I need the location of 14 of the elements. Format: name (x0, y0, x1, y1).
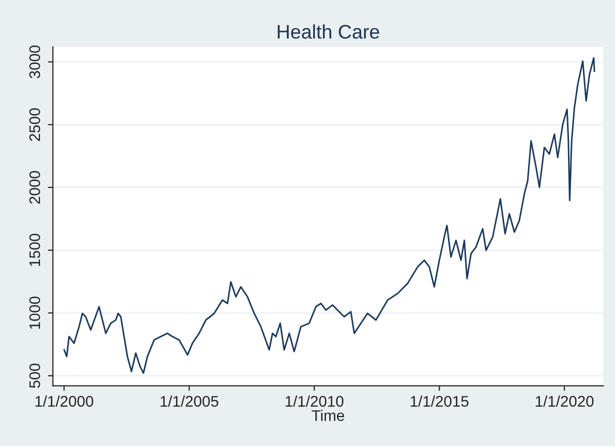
x-tick-label: 1/1/2015 (410, 396, 468, 407)
y-tick-label: 1500 (29, 234, 40, 266)
y-tick-label: 2500 (29, 108, 40, 141)
line-series (63, 57, 596, 374)
y-tick-label: 2000 (29, 171, 40, 204)
y-tick-label: 3000 (29, 45, 40, 78)
x-tick-label: 1/1/2005 (160, 396, 218, 407)
x-tick-label: 1/1/2020 (536, 396, 594, 407)
y-tick-label: 500 (29, 364, 40, 388)
y-tick-label: 1000 (29, 296, 40, 329)
chart-title: Health Care (278, 24, 380, 39)
x-axis-title: Time (312, 410, 344, 421)
x-tick-label: 1/1/2010 (286, 396, 344, 407)
x-tick-label: 1/1/2000 (35, 396, 94, 407)
